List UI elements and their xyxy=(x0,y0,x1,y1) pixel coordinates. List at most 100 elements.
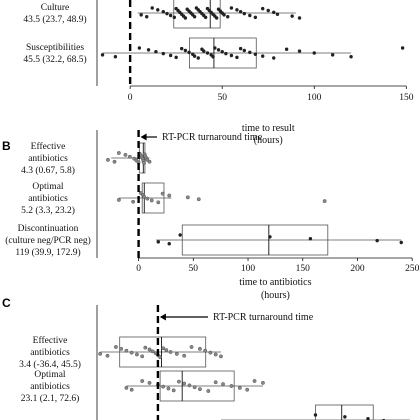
data-point xyxy=(112,159,117,164)
data-point xyxy=(113,55,118,59)
data-point xyxy=(220,50,224,54)
data-point xyxy=(330,53,335,57)
data-point xyxy=(168,53,173,58)
box xyxy=(159,370,235,402)
data-point xyxy=(177,379,181,384)
data-point xyxy=(124,348,129,353)
data-point xyxy=(268,235,272,239)
data-point xyxy=(98,351,103,356)
data-point xyxy=(322,199,327,204)
data-point xyxy=(235,55,239,60)
row-1-2 xyxy=(156,224,403,256)
data-point xyxy=(164,348,169,353)
data-point xyxy=(242,48,246,53)
data-point xyxy=(156,240,160,244)
data-point xyxy=(160,191,165,196)
data-point xyxy=(208,350,213,355)
row-stat: 5.2 (3.3, 23.2) xyxy=(21,205,75,216)
data-point xyxy=(161,346,166,351)
row-label: Susceptibilities xyxy=(26,43,84,53)
data-point xyxy=(106,157,110,162)
data-point xyxy=(213,46,217,50)
data-point xyxy=(116,151,121,155)
x-tick-label: 100 xyxy=(307,93,322,103)
row-label: (culture neg/PCR neg) xyxy=(5,235,90,246)
row-label: Discontinuation xyxy=(18,224,79,234)
row-1-1 xyxy=(116,182,327,214)
data-point xyxy=(192,385,197,390)
data-point xyxy=(147,159,152,164)
row-label: Optimal xyxy=(32,182,63,192)
data-point xyxy=(221,382,225,387)
data-point xyxy=(168,350,173,354)
data-point xyxy=(290,14,294,18)
data-point xyxy=(161,10,165,14)
data-point xyxy=(198,346,202,351)
data-point xyxy=(205,51,210,55)
data-point xyxy=(366,417,370,420)
data-point xyxy=(189,345,194,349)
data-point xyxy=(158,355,162,359)
row-stat: 4.3 (0.67, 5.8) xyxy=(21,165,75,176)
data-point xyxy=(150,349,155,354)
data-point xyxy=(224,51,228,56)
data-point xyxy=(174,351,179,356)
row-0-0 xyxy=(137,0,302,29)
panel-label: B xyxy=(2,139,11,153)
row-label: Effective xyxy=(33,335,68,346)
x-tick-label: 0 xyxy=(128,93,133,103)
x-tick-label: 200 xyxy=(350,264,365,274)
data-point xyxy=(140,379,145,383)
data-point xyxy=(400,46,405,50)
data-point xyxy=(178,233,182,237)
data-point xyxy=(145,15,149,19)
data-point xyxy=(154,50,158,54)
panel-label: C xyxy=(2,296,11,310)
data-point xyxy=(183,48,188,53)
data-point xyxy=(242,11,246,16)
data-point xyxy=(206,389,211,393)
data-point xyxy=(156,8,160,12)
data-point xyxy=(168,13,173,18)
x-tick-label: 150 xyxy=(296,264,311,274)
x-axis-units: (hours) xyxy=(261,290,290,301)
data-point xyxy=(187,383,192,388)
data-point xyxy=(147,347,152,352)
x-axis-label: time to result xyxy=(242,123,295,134)
reference-arrow-head xyxy=(159,313,166,321)
x-tick-label: 50 xyxy=(189,264,199,274)
data-point xyxy=(343,415,347,419)
data-point xyxy=(146,48,151,52)
row-0-1 xyxy=(100,37,405,69)
data-point xyxy=(211,55,215,59)
data-point xyxy=(123,152,128,157)
row-stat: 3.4 (-36.4, 45.5) xyxy=(19,359,81,370)
data-point xyxy=(165,11,169,16)
data-point xyxy=(399,240,403,245)
data-point xyxy=(196,56,200,60)
x-tick-label: 0 xyxy=(136,264,141,274)
data-point xyxy=(149,198,154,203)
reference-arrow-head xyxy=(140,133,147,141)
data-point xyxy=(229,53,234,58)
data-point xyxy=(313,413,318,417)
data-point xyxy=(297,49,302,53)
data-point xyxy=(375,238,379,243)
row-stat: 23.1 (2.1, 72.6) xyxy=(21,393,80,404)
data-point xyxy=(171,388,176,393)
data-point xyxy=(129,350,134,355)
reference-line-label: RT-PCR turnaround time xyxy=(162,132,263,143)
data-point xyxy=(275,12,280,16)
x-tick-label: 250 xyxy=(405,264,420,274)
data-point xyxy=(203,348,208,353)
row-2-2 xyxy=(220,404,410,420)
box xyxy=(173,0,221,29)
data-point xyxy=(196,197,201,202)
data-point xyxy=(229,384,234,388)
row-label: Effective xyxy=(31,141,66,152)
data-point xyxy=(203,15,208,20)
row-stat: 45.5 (32.2, 68.5) xyxy=(23,54,86,65)
data-point xyxy=(145,196,150,201)
data-point xyxy=(187,50,191,55)
data-point xyxy=(308,237,313,241)
